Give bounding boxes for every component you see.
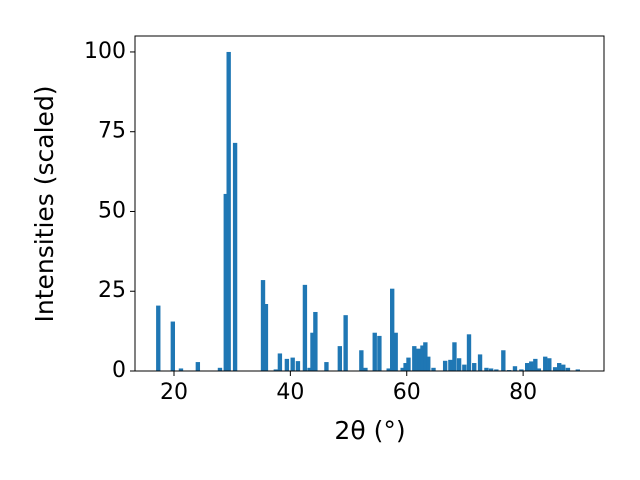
bar — [416, 348, 421, 371]
bar — [462, 364, 467, 371]
bar — [307, 367, 312, 371]
bar — [536, 368, 542, 371]
bar — [426, 356, 431, 371]
bar — [403, 363, 408, 371]
y-tick-label: 0 — [112, 358, 126, 383]
bar — [547, 358, 552, 371]
bar — [472, 363, 477, 371]
bar — [195, 362, 201, 371]
bar — [466, 334, 472, 371]
bar — [484, 367, 489, 371]
bar — [310, 332, 315, 371]
bar — [273, 369, 278, 371]
y-tick-label: 100 — [84, 39, 126, 64]
bar — [529, 361, 534, 371]
bar — [363, 367, 368, 371]
bar — [263, 304, 269, 371]
bar — [390, 288, 395, 371]
bar — [295, 361, 301, 371]
bar — [156, 305, 161, 371]
y-tick-label: 50 — [98, 198, 126, 223]
bar — [178, 368, 184, 371]
bar — [501, 350, 506, 371]
bar — [324, 362, 329, 371]
bar — [557, 363, 562, 371]
bar — [377, 335, 382, 371]
bar — [448, 359, 453, 371]
bar — [302, 284, 308, 371]
bar — [442, 360, 448, 371]
bar — [284, 358, 290, 371]
bar — [337, 346, 343, 371]
bar — [313, 311, 318, 371]
bar — [290, 357, 295, 371]
bar — [393, 332, 398, 371]
bar — [423, 342, 428, 371]
bar — [232, 142, 238, 371]
x-axis-title: 2θ (°) — [334, 416, 405, 445]
bar — [359, 350, 364, 371]
bar — [400, 367, 405, 371]
x-tick-label: 40 — [276, 380, 304, 405]
bar — [533, 358, 538, 371]
bar — [412, 346, 417, 371]
bar — [543, 356, 548, 371]
plot-frame — [134, 35, 605, 372]
bar — [406, 357, 411, 371]
bar — [519, 369, 524, 371]
bar — [525, 363, 530, 371]
bar — [343, 315, 348, 371]
bar — [575, 369, 580, 371]
bar — [512, 366, 518, 371]
x-tick-label: 20 — [160, 380, 188, 405]
bar — [431, 367, 436, 371]
bar — [223, 193, 228, 371]
x-tick-label: 80 — [509, 380, 537, 405]
bar — [386, 368, 391, 371]
bar — [456, 358, 462, 371]
bar — [226, 51, 231, 371]
bar — [277, 353, 283, 371]
bar — [477, 354, 483, 371]
x-tick-label: 60 — [393, 380, 421, 405]
bar — [420, 345, 425, 371]
bar — [565, 367, 571, 371]
bar — [170, 321, 176, 371]
bar — [260, 280, 266, 371]
bar — [452, 342, 457, 371]
y-tick-label: 25 — [98, 278, 126, 303]
bar — [372, 332, 377, 371]
bar — [488, 368, 494, 371]
bar — [217, 367, 223, 371]
bar — [561, 364, 566, 371]
bar — [552, 367, 558, 371]
y-tick-label: 75 — [98, 119, 126, 144]
y-axis-title: Intensities (scaled) — [30, 85, 59, 322]
bar — [494, 369, 499, 371]
